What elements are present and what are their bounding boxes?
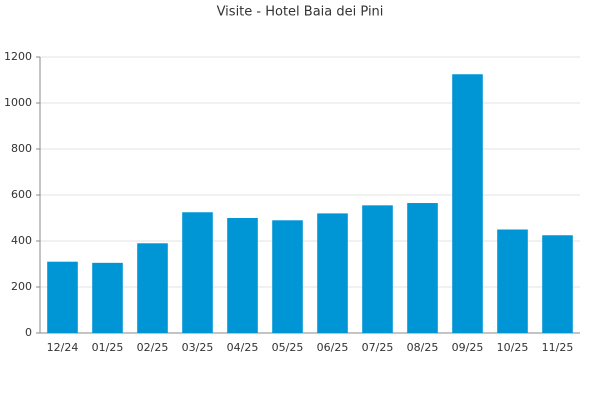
bar: [362, 205, 393, 333]
bar: [272, 220, 303, 333]
x-tick-label: 09/25: [452, 341, 484, 354]
x-tick-label: 10/25: [497, 341, 529, 354]
bar: [542, 235, 573, 333]
y-tick-label: 0: [25, 326, 32, 339]
x-tick-label: 04/25: [227, 341, 259, 354]
y-tick-label: 800: [11, 142, 32, 155]
y-tick-label: 400: [11, 234, 32, 247]
x-tick-label: 05/25: [272, 341, 304, 354]
bar: [317, 213, 348, 333]
x-tick-label: 07/25: [362, 341, 394, 354]
x-tick-label: 06/25: [317, 341, 349, 354]
bar: [47, 261, 78, 333]
x-tick-label: 11/25: [542, 341, 574, 354]
x-tick-label: 01/25: [92, 341, 124, 354]
bar: [137, 243, 168, 333]
chart-title: Visite - Hotel Baia dei Pini: [217, 5, 384, 20]
y-tick-label: 1200: [4, 50, 32, 63]
bar: [407, 203, 438, 333]
y-tick-label: 200: [11, 280, 32, 293]
y-tick-label: 600: [11, 188, 32, 201]
bar: [452, 74, 483, 333]
x-tick-label: 03/25: [182, 341, 214, 354]
x-tick-label: 02/25: [137, 341, 169, 354]
x-tick-label: 08/25: [407, 341, 439, 354]
x-tick-label: 12/24: [47, 341, 79, 354]
bar: [92, 262, 123, 333]
bar: [497, 229, 528, 333]
bar: [227, 218, 258, 333]
bar: [182, 212, 213, 333]
y-tick-label: 1000: [4, 96, 32, 109]
